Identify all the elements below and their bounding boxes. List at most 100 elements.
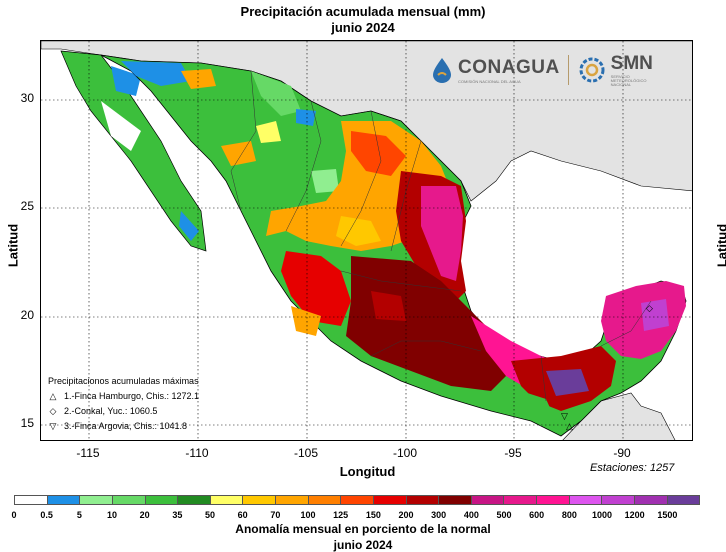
color-scale-label: 400: [463, 510, 479, 520]
marker-finca-argovia: ▽: [561, 411, 568, 421]
y-tick-label: 30: [20, 91, 34, 105]
max-precip-row: ▽ 3.-Finca Argovia, Chis.: 1041.8: [48, 419, 199, 434]
color-scale-label: 100: [300, 510, 316, 520]
max-precip-legend: Precipitacionos acumuladas máximas △ 1.-…: [48, 374, 199, 434]
color-scale-segment: [178, 496, 211, 504]
color-scale-segment: [210, 496, 244, 504]
color-scale-bar: [14, 495, 700, 505]
max-precip-row: △ 1.-Finca Hamburgo, Chis.: 1272.1: [48, 389, 200, 404]
smn-gear-icon: [579, 57, 605, 83]
smn-logo-subtext: SERVICIO METEOROLÓGICO NACIONAL: [611, 75, 653, 87]
station-count: Estaciones: 1257: [590, 462, 675, 474]
y-tick-label: 15: [20, 416, 34, 430]
jalisco-orange: [291, 306, 321, 336]
y-tick-label: 25: [20, 199, 34, 213]
grid-lines: [41, 41, 692, 440]
x-axis-label: Longitud: [339, 464, 396, 479]
color-scale-label: 200: [398, 510, 414, 520]
sonora-blue: [121, 61, 191, 86]
triangle-up-icon: △: [49, 391, 57, 401]
color-scale-segment: [15, 496, 48, 504]
chiapas-purple: [546, 369, 589, 396]
max-precip-item: 3.-Finca Argovia, Chis.: 1041.8: [64, 421, 188, 431]
chihuahua-lightgreen: [251, 71, 301, 116]
smn-logo-text: SMN: [610, 53, 653, 74]
color-scale-label: 0: [11, 510, 17, 520]
max-precip-item: 2.-Conkal, Yuc.: 1060.5: [64, 406, 158, 416]
marker-finca-hamburgo: △: [566, 421, 573, 431]
x-tick-label: -105: [293, 446, 319, 460]
color-scale-label: 125: [333, 510, 349, 520]
color-scale-segment: [504, 496, 537, 504]
color-scale-segment: [341, 496, 374, 504]
conagua-logo-subtext: COMISIÓN NACIONAL DEL AGUA: [458, 78, 521, 84]
max-precip-header: Precipitacionos acumuladas máximas: [48, 376, 199, 386]
color-scale-segment: [373, 496, 407, 504]
map-subtitle: junio 2024: [331, 20, 395, 35]
conagua-logo-text: CONAGUA: [458, 56, 560, 78]
color-scale-label: 150: [365, 510, 381, 520]
color-scale-segment: [537, 496, 570, 504]
color-scale-label: 50: [204, 510, 216, 520]
x-tick-label: -115: [76, 446, 100, 460]
pacific-coast-red: [281, 251, 351, 326]
color-scale-label: 10: [106, 510, 118, 520]
coahuila-pale: [311, 169, 339, 193]
precipitation-map[interactable]: △ ◇ ▽: [40, 40, 693, 441]
color-scale-segment: [276, 496, 309, 504]
y-axis-label-left: Latitud: [5, 223, 21, 268]
x-tick-label: -100: [392, 446, 418, 460]
color-scale-segment: [47, 496, 81, 504]
color-scale-label: 500: [496, 510, 512, 520]
color-scale-label: 60: [237, 510, 248, 520]
nuevo-leon-red: [351, 131, 406, 176]
x-tick-label: -110: [185, 446, 209, 460]
color-scale-segment: [602, 496, 635, 504]
x-tick-label: -90: [613, 446, 631, 460]
smn-sub-line-1: SERVICIO: [610, 74, 630, 79]
chiapas-green: [521, 391, 556, 426]
zacatecas-yellow: [336, 216, 381, 246]
smn-sub-line-3: NACIONAL: [610, 82, 632, 87]
color-scale-label: 5: [76, 510, 82, 520]
sonora-orange: [181, 69, 216, 89]
logo-panel: CONAGUA COMISIÓN NACIONAL DEL AGUA SMN S…: [430, 48, 692, 92]
map-canvas: △ ◇ ▽: [41, 41, 692, 440]
color-scale-subtitle: junio 2024: [333, 538, 393, 552]
color-scale-segment: [569, 496, 603, 504]
color-scale-segment: [243, 496, 276, 504]
marker-conkal: ◇: [646, 303, 653, 313]
y-axis-label-right: Latitud: [714, 223, 726, 268]
color-scale-segment: [667, 496, 700, 504]
y-tick-label: 20: [20, 308, 34, 322]
conagua-drop-icon: [433, 58, 451, 83]
color-scale-label: 600: [529, 510, 545, 520]
color-scale-segment: [80, 496, 113, 504]
color-scale-label: 1000: [591, 510, 613, 520]
state-borders: [230, 70, 652, 402]
color-scale-label: 0.5: [40, 510, 53, 520]
x-tick-label: -95: [504, 446, 522, 460]
color-scale-label: 1500: [657, 510, 678, 520]
coahuila-blue: [296, 109, 316, 126]
south-darkred: [346, 256, 511, 391]
color-scale-segment: [471, 496, 505, 504]
color-scale-label: 70: [270, 510, 281, 520]
color-scale-segment: [439, 496, 472, 504]
color-scale-labels: 0 0.5 5 10 20 35 50 60 70 100 125 150 200 300 400 500 60…: [11, 510, 700, 522]
color-scale-label: 800: [561, 510, 577, 520]
smn-sub-line-2: METEOROLÓGICO: [610, 78, 647, 83]
baja-south-blue: [179, 211, 199, 241]
color-scale-title: Anomalía mensual en porciento de la norm…: [235, 522, 491, 536]
color-scale-segment: [145, 496, 179, 504]
diamond-icon: ◇: [49, 406, 57, 416]
central-america-land: [562, 392, 676, 440]
color-scale-segment: [112, 496, 146, 504]
color-scale-segment: [634, 496, 668, 504]
map-title: Precipitación acumulada mensual (mm): [240, 4, 486, 19]
durango-orange: [221, 141, 256, 166]
gulf-magenta-region: [421, 186, 463, 281]
max-precip-item: 1.-Finca Hamburgo, Chis.: 1272.1: [64, 391, 200, 401]
triangle-down-icon: ▽: [49, 421, 57, 431]
color-scale-segment: [406, 496, 440, 504]
